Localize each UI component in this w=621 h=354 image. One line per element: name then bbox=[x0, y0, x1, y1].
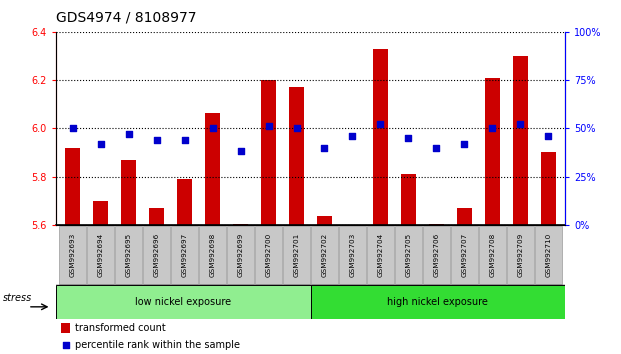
Bar bbox=[199, 226, 226, 284]
Text: GSM992705: GSM992705 bbox=[406, 233, 412, 277]
Text: GSM992704: GSM992704 bbox=[378, 233, 383, 277]
Text: GSM992707: GSM992707 bbox=[461, 233, 468, 277]
Text: GSM992694: GSM992694 bbox=[97, 233, 104, 277]
Point bbox=[207, 125, 217, 131]
Bar bbox=[423, 226, 450, 284]
Point bbox=[152, 137, 161, 143]
Text: GSM992696: GSM992696 bbox=[153, 233, 160, 277]
Bar bbox=[456, 208, 472, 225]
Text: GSM992700: GSM992700 bbox=[266, 233, 271, 277]
Bar bbox=[479, 226, 505, 284]
Bar bbox=[65, 148, 80, 225]
Point bbox=[61, 342, 71, 348]
Point bbox=[348, 133, 358, 139]
Bar bbox=[367, 226, 394, 284]
Bar bbox=[310, 285, 565, 319]
Text: GSM992693: GSM992693 bbox=[70, 233, 76, 277]
Point bbox=[179, 137, 189, 143]
Text: GSM992701: GSM992701 bbox=[294, 233, 299, 277]
Bar bbox=[395, 226, 422, 284]
Point bbox=[96, 141, 106, 147]
Text: low nickel exposure: low nickel exposure bbox=[135, 297, 231, 307]
Bar bbox=[205, 113, 220, 225]
Bar bbox=[61, 323, 70, 333]
Bar bbox=[535, 226, 562, 284]
Bar bbox=[311, 226, 338, 284]
Point bbox=[68, 125, 78, 131]
Text: GSM992699: GSM992699 bbox=[238, 233, 243, 277]
Bar bbox=[56, 285, 310, 319]
Bar bbox=[484, 78, 500, 225]
Text: GDS4974 / 8108977: GDS4974 / 8108977 bbox=[56, 11, 196, 25]
Bar bbox=[255, 226, 282, 284]
Bar bbox=[541, 153, 556, 225]
Point bbox=[432, 145, 442, 150]
Point bbox=[460, 141, 469, 147]
Bar bbox=[143, 226, 170, 284]
Text: GSM992709: GSM992709 bbox=[517, 233, 524, 277]
Point bbox=[376, 122, 386, 127]
Bar bbox=[373, 49, 388, 225]
Text: GSM992697: GSM992697 bbox=[181, 233, 188, 277]
Bar bbox=[428, 224, 444, 225]
Point bbox=[124, 131, 134, 137]
Bar bbox=[261, 80, 276, 225]
Bar bbox=[59, 226, 86, 284]
Text: GSM992695: GSM992695 bbox=[125, 233, 132, 277]
Text: stress: stress bbox=[3, 293, 32, 303]
Bar bbox=[171, 226, 198, 284]
Point bbox=[487, 125, 497, 131]
Point bbox=[543, 133, 553, 139]
Bar bbox=[93, 201, 108, 225]
Text: GSM992706: GSM992706 bbox=[433, 233, 440, 277]
Point bbox=[320, 145, 330, 150]
Text: GSM992710: GSM992710 bbox=[545, 233, 551, 277]
Text: transformed count: transformed count bbox=[75, 323, 166, 333]
Point bbox=[404, 135, 414, 141]
Text: GSM992703: GSM992703 bbox=[350, 233, 355, 277]
Bar bbox=[149, 208, 165, 225]
Point bbox=[263, 124, 273, 129]
Bar bbox=[339, 226, 366, 284]
Bar bbox=[507, 226, 534, 284]
Text: percentile rank within the sample: percentile rank within the sample bbox=[75, 340, 240, 350]
Bar bbox=[116, 226, 142, 284]
Bar bbox=[227, 226, 254, 284]
Bar bbox=[233, 224, 248, 225]
Bar bbox=[177, 179, 193, 225]
Point bbox=[515, 122, 525, 127]
Text: GSM992702: GSM992702 bbox=[322, 233, 327, 277]
Point bbox=[291, 125, 301, 131]
Bar bbox=[289, 87, 304, 225]
Bar bbox=[317, 216, 332, 225]
Bar bbox=[513, 56, 528, 225]
Point bbox=[235, 149, 245, 154]
Bar bbox=[345, 225, 360, 234]
Text: GSM992698: GSM992698 bbox=[209, 233, 215, 277]
Text: GSM992708: GSM992708 bbox=[489, 233, 496, 277]
Bar bbox=[283, 226, 310, 284]
Text: high nickel exposure: high nickel exposure bbox=[388, 297, 488, 307]
Bar bbox=[121, 160, 137, 225]
Bar bbox=[401, 174, 416, 225]
Bar bbox=[87, 226, 114, 284]
Bar bbox=[451, 226, 478, 284]
